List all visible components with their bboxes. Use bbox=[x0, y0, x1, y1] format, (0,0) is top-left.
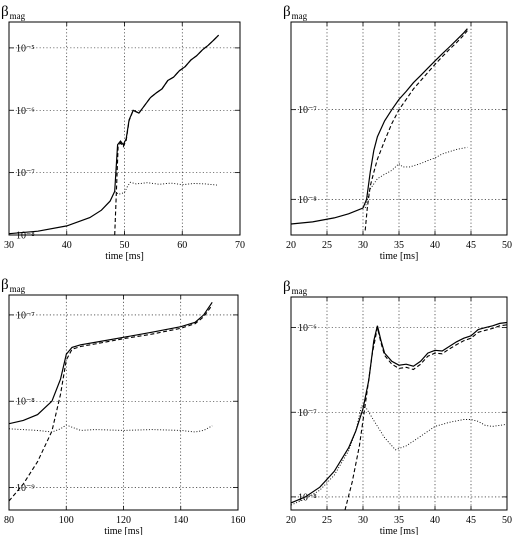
y-tick-label: 10⁻⁶ bbox=[298, 323, 317, 334]
chart-panel-2: 20 25 30 35 40 45 50 10⁻⁸ 10⁻⁷ time [ms] βmag bbox=[283, 4, 512, 262]
x-tick-label: 45 bbox=[466, 240, 476, 251]
series-line-dotted bbox=[114, 181, 217, 195]
x-tick-label: 40 bbox=[62, 240, 72, 251]
x-tick-label: 25 bbox=[322, 515, 332, 526]
y-tick-label: 10⁻⁹ bbox=[16, 483, 35, 494]
series-line-dashed bbox=[344, 324, 507, 510]
x-tick-label: 70 bbox=[235, 240, 245, 251]
series-line-dotted bbox=[364, 146, 468, 209]
x-tick-label: 30 bbox=[358, 515, 368, 526]
series-line-dotted bbox=[9, 424, 213, 433]
y-axis-label: βmag bbox=[283, 4, 308, 21]
y-axis-label: βmag bbox=[1, 4, 26, 21]
series-line-dashed bbox=[9, 304, 213, 502]
series-line-dashed bbox=[114, 34, 219, 235]
y-tick-label: 10⁻⁷ bbox=[16, 310, 35, 321]
x-tick-label: 25 bbox=[322, 240, 332, 251]
x-tick-label: 20 bbox=[286, 515, 296, 526]
x-tick-label: 30 bbox=[4, 240, 14, 251]
x-tick-label: 20 bbox=[286, 240, 296, 251]
y-tick-label: 10⁻⁷ bbox=[298, 408, 317, 419]
x-tick-label: 30 bbox=[358, 240, 368, 251]
chart-panel-4: 20 25 30 35 40 45 50 10⁻⁸ 10⁻⁷ 10⁻⁶ time [ms] βmag bbox=[283, 279, 512, 535]
x-tick-label: 50 bbox=[502, 515, 512, 526]
x-tick-label: 160 bbox=[231, 515, 246, 526]
x-tick-label: 50 bbox=[502, 240, 512, 251]
y-tick-label: 10⁻⁸ bbox=[298, 492, 317, 503]
x-tick-label: 60 bbox=[177, 240, 187, 251]
y-axis-label: βmag bbox=[283, 279, 308, 296]
y-tick-label: 10⁻⁸ bbox=[298, 195, 317, 206]
x-tick-label: 120 bbox=[116, 515, 131, 526]
series-line-solid bbox=[9, 301, 213, 425]
y-tick-label: 10⁻⁷ bbox=[16, 168, 35, 179]
x-axis-label: time [ms] bbox=[105, 251, 144, 262]
x-tick-label: 80 bbox=[4, 515, 14, 526]
series-line-solid bbox=[291, 28, 468, 225]
chart-panel-1: 30 40 50 60 70 10⁻⁸ 10⁻⁷ 10⁻⁶ 10⁻⁵ time [ms] βmag bbox=[1, 4, 245, 262]
series-line-dashed bbox=[364, 30, 468, 231]
y-tick-label: 10⁻⁵ bbox=[16, 43, 35, 54]
series-line-dotted bbox=[291, 404, 507, 506]
x-tick-label: 35 bbox=[394, 240, 404, 251]
series-line-solid bbox=[291, 321, 507, 504]
x-tick-label: 45 bbox=[466, 515, 476, 526]
y-axis-label: βmag bbox=[1, 277, 26, 294]
x-tick-label: 100 bbox=[59, 515, 74, 526]
y-tick-label: 10⁻⁷ bbox=[298, 105, 317, 116]
x-tick-label: 140 bbox=[173, 515, 188, 526]
x-tick-label: 35 bbox=[394, 515, 404, 526]
y-tick-label: 10⁻⁸ bbox=[16, 231, 35, 242]
x-tick-label: 40 bbox=[430, 240, 440, 251]
chart-panel-3: 80 100 120 140 160 10⁻⁹ 10⁻⁸ 10⁻⁷ time [ms] βmag bbox=[1, 277, 246, 535]
x-axis-label: time [ms] bbox=[104, 526, 143, 535]
x-axis-label: time [ms] bbox=[380, 526, 419, 535]
x-axis-label: time [ms] bbox=[380, 251, 419, 262]
x-tick-label: 40 bbox=[430, 515, 440, 526]
y-tick-label: 10⁻⁶ bbox=[16, 106, 35, 117]
plot-frame bbox=[8, 294, 239, 511]
y-tick-label: 10⁻⁸ bbox=[16, 397, 35, 408]
x-tick-label: 50 bbox=[120, 240, 130, 251]
